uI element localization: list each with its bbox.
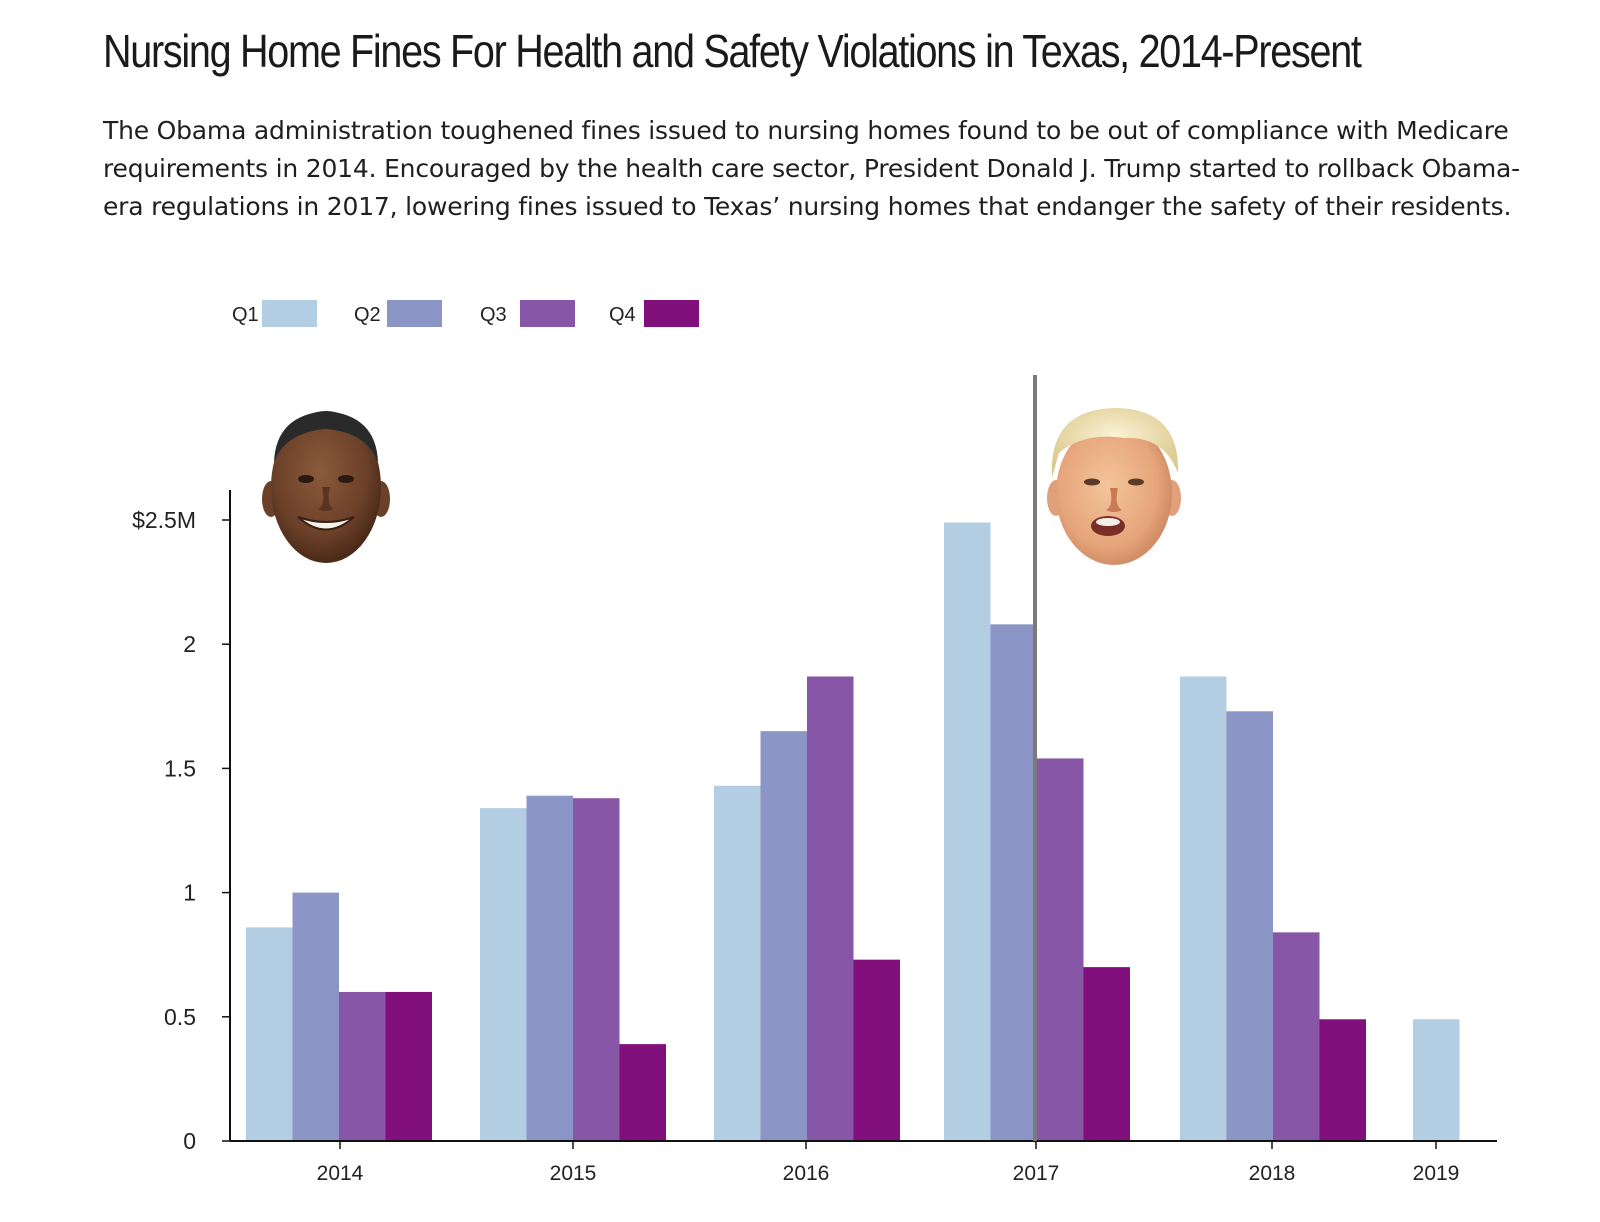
bar-2018-q1 bbox=[1180, 676, 1227, 1141]
bar-2018-q3 bbox=[1273, 932, 1320, 1141]
y-tick-label: $2.5M bbox=[132, 507, 196, 533]
trump-portrait bbox=[1047, 408, 1181, 565]
legend-label-q2: Q2 bbox=[354, 304, 381, 326]
bar-2014-q4 bbox=[385, 991, 432, 1141]
legend-swatch-q4 bbox=[644, 300, 699, 327]
x-tick-label-2019: 2019 bbox=[1413, 1162, 1460, 1185]
bar-2015-q1 bbox=[480, 808, 527, 1141]
bar-2017-q2 bbox=[990, 624, 1037, 1141]
x-tick-label-2017: 2017 bbox=[1013, 1162, 1060, 1185]
legend-swatch-q3 bbox=[520, 300, 575, 327]
y-tick-label: 1.5 bbox=[164, 755, 196, 781]
bar-2015-q2 bbox=[526, 795, 573, 1141]
bar-2018-q2 bbox=[1226, 711, 1273, 1141]
x-tick-label-2016: 2016 bbox=[783, 1162, 830, 1185]
bar-2018-q4 bbox=[1319, 1019, 1366, 1141]
legend-label-q1: Q1 bbox=[232, 304, 259, 326]
x-tick-label-2015: 2015 bbox=[550, 1162, 597, 1185]
chart-title: Nursing Home Fines For Health and Safety… bbox=[103, 25, 1362, 77]
y-tick-label: 0 bbox=[183, 1128, 196, 1154]
bar-2016-q2 bbox=[760, 731, 807, 1141]
legend-swatch-q1 bbox=[262, 300, 317, 327]
bar-2017-q4 bbox=[1083, 967, 1130, 1141]
bar-2017-q1 bbox=[944, 522, 991, 1141]
chart-subtitle: The Obama administration toughened fines… bbox=[103, 116, 1520, 221]
bar-2016-q4 bbox=[853, 959, 900, 1141]
legend: Q1 Q2 Q3 Q4 bbox=[232, 300, 699, 327]
bars-group bbox=[246, 522, 1460, 1141]
legend-label-q4: Q4 bbox=[609, 304, 636, 326]
bar-2014-q2 bbox=[292, 892, 339, 1141]
bar-2015-q3 bbox=[573, 798, 620, 1141]
bar-2019-q1 bbox=[1413, 1019, 1460, 1141]
obama-portrait bbox=[262, 411, 390, 563]
x-tick-label-2018: 2018 bbox=[1249, 1162, 1296, 1185]
legend-label-q3: Q3 bbox=[480, 304, 507, 326]
y-tick-label: 1 bbox=[183, 880, 196, 906]
axes-group: 0 0.5 1 1.5 2 $2.5M 2014 2015 2016 2017 2018 2019 bbox=[132, 490, 1497, 1185]
y-tick-label: 2 bbox=[183, 631, 196, 657]
legend-swatch-q2 bbox=[387, 300, 442, 327]
bar-2014-q1 bbox=[246, 927, 293, 1141]
x-tick-label-2014: 2014 bbox=[317, 1162, 364, 1185]
bar-2015-q4 bbox=[619, 1044, 666, 1141]
bar-2017-q3 bbox=[1037, 758, 1084, 1141]
y-tick-label: 0.5 bbox=[164, 1004, 196, 1030]
bar-2014-q3 bbox=[339, 991, 386, 1141]
bar-2016-q3 bbox=[807, 676, 854, 1141]
bar-2016-q1 bbox=[714, 785, 761, 1141]
